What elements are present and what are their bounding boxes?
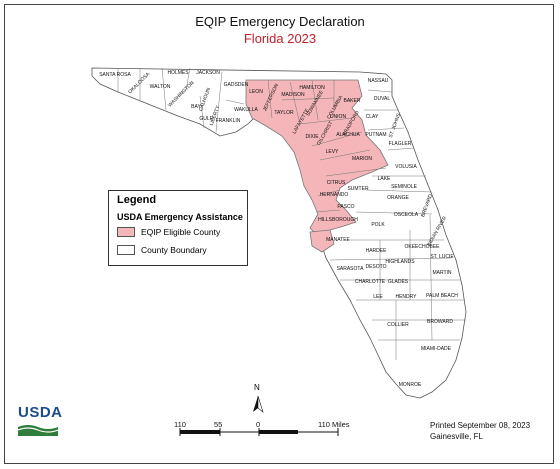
print-info: Printed September 08, 2023 Gainesville, … [430, 420, 530, 442]
county-label: UNION [330, 114, 347, 120]
county-label: MARTIN [432, 270, 451, 276]
county-label: DUVAL [374, 96, 391, 102]
eligible-region-hillsborough [309, 229, 335, 253]
county-label: MARION [352, 156, 372, 162]
county-label: BROWARD [427, 319, 453, 325]
county-label: PUTNAM [365, 132, 386, 138]
county-label: OSCEOLA [394, 212, 419, 218]
map-title: EQIP Emergency Declaration [195, 14, 365, 29]
county-label: MADISON [281, 92, 305, 98]
scale-segment [180, 430, 220, 434]
scale-label-110: 110 [174, 420, 186, 429]
scale-label-0: 0 [256, 420, 261, 429]
county-label: BAY [191, 104, 201, 110]
county-label: CITRUS [327, 180, 346, 186]
county-label: OKEECHOBEE [404, 244, 440, 250]
county-label: CHARLOTTE [355, 279, 386, 285]
county-label: LEVY [326, 149, 339, 155]
print-location: Gainesville, FL [430, 432, 483, 441]
scale-label-miles: 110 Miles [318, 420, 350, 429]
county-label: HENDRY [395, 294, 417, 300]
north-label: N [254, 383, 260, 392]
county-label: HOLMES [167, 70, 189, 76]
county-label: SEMINOLE [391, 184, 418, 190]
county-label: ORANGE [387, 195, 409, 201]
county-label: CLAY [366, 114, 379, 120]
county-label: COLLIER [387, 322, 409, 328]
county-label: LEON [249, 89, 263, 95]
county-label: POLK [371, 222, 385, 228]
county-label: DESOTO [365, 264, 386, 270]
county-label: GLADES [388, 279, 409, 285]
eligible-region-big-bend [245, 79, 389, 237]
county-label: WAKULLA [234, 107, 258, 113]
county-label: HERNANDO [320, 192, 349, 198]
county-label: ALACHUA [336, 132, 360, 138]
scale-label-55: 55 [214, 420, 223, 429]
county-label: WALTON [150, 84, 171, 90]
scale-segment [259, 430, 298, 434]
legend-subheading: USDA Emergency Assistance [117, 212, 243, 222]
county-label: PASCO [337, 204, 354, 210]
county-label: BAKER [344, 98, 361, 104]
north-arrow [253, 395, 264, 413]
county-label: MANATEE [326, 237, 350, 243]
county-label: HIGHLANDS [385, 259, 415, 265]
usda-logo: USDA [18, 404, 62, 436]
print-date: Printed September 08, 2023 [430, 421, 531, 430]
county-label: SUMTER [347, 186, 369, 192]
legend-item-boundary: County Boundary [141, 245, 207, 255]
eligible-swatch [117, 227, 135, 237]
legend: Legend USDA Emergency Assistance EQIP El… [108, 190, 248, 266]
county-label: SANTA ROSA [99, 72, 131, 78]
map-frame [4, 4, 554, 464]
county-label: HAMILTON [299, 85, 325, 91]
county-label: MONROE [399, 382, 422, 388]
usda-logo-wave [18, 425, 58, 436]
legend-heading: Legend [117, 194, 157, 206]
county-label: GADSDEN [224, 82, 249, 88]
county-label: NASSAU [368, 78, 389, 84]
county-label: HILLSBOROUGH [318, 217, 358, 223]
county-label: DIXIE [305, 134, 319, 140]
legend-item-eligible: EQIP Eligible County [141, 227, 221, 237]
map-subtitle: Florida 2023 [243, 31, 317, 46]
county-label: FRANKLIN [216, 118, 241, 124]
county-label: LAKE [378, 176, 391, 182]
county-label: PALM BEACH [426, 293, 458, 299]
county-label: ST. LUCIE [430, 254, 454, 260]
usda-logo-text: USDA [18, 404, 63, 421]
county-label: GULF [199, 116, 212, 122]
county-label: SARASOTA [337, 266, 365, 272]
county-label: MIAMI-DADE [421, 346, 452, 352]
county-label: JACKSON [196, 70, 220, 76]
county-label: FLAGLER [389, 141, 412, 147]
county-boundaries [117, 67, 466, 360]
boundary-swatch [117, 245, 135, 255]
county-label: LEE [373, 294, 383, 300]
county-label: VOLUSIA [395, 164, 417, 170]
county-label: TAYLOR [274, 110, 294, 116]
county-label: HARDEE [366, 248, 388, 254]
